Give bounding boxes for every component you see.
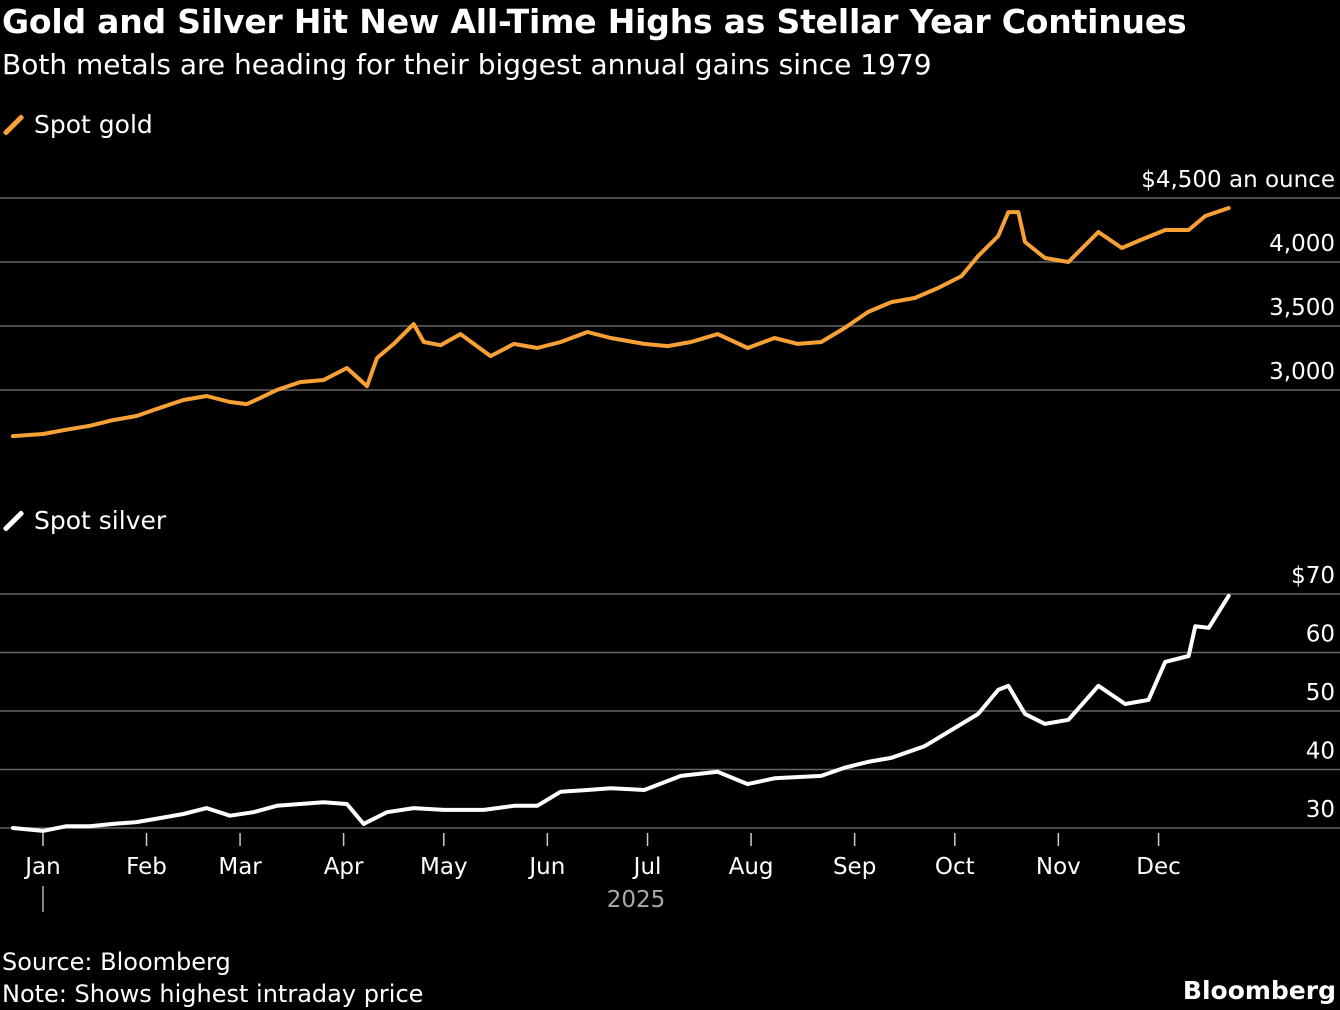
bloomberg-logo: Bloomberg: [1182, 976, 1336, 1005]
legend-gold: Spot gold: [2, 110, 153, 139]
y-tick-label: $4,500 an ounce: [1141, 167, 1335, 193]
y-tick-label: 30: [1306, 797, 1335, 823]
y-tick-label: $70: [1291, 563, 1335, 589]
y-tick-label: 3,000: [1269, 359, 1335, 385]
footnote: Note: Shows highest intraday price: [2, 980, 424, 1008]
x-tick-label: Dec: [1136, 854, 1181, 880]
legend-silver: Spot silver: [2, 506, 166, 535]
chart-title: Gold and Silver Hit New All-Time Highs a…: [2, 2, 1187, 41]
x-tick-label: Sep: [833, 854, 876, 880]
y-tick-label: 3,500: [1269, 295, 1335, 321]
y-tick-label: 60: [1306, 622, 1335, 648]
legend-silver-label: Spot silver: [34, 506, 167, 535]
x-tick-label: Jan: [23, 854, 60, 880]
y-tick-label: 40: [1306, 739, 1335, 765]
silver-line: [10, 593, 1231, 833]
x-tick-label: Apr: [324, 854, 364, 880]
gold-line: [10, 206, 1231, 439]
x-tick-label: Feb: [126, 854, 167, 880]
x-tick-label: Oct: [935, 854, 975, 880]
y-tick-label: 4,000: [1269, 231, 1335, 257]
y-tick-label: 50: [1306, 680, 1335, 706]
x-tick-label: Aug: [729, 854, 774, 880]
x-tick-label: May: [420, 854, 468, 880]
legend-gold-label: Spot gold: [34, 110, 153, 139]
x-tick-label: Mar: [218, 854, 262, 880]
chart-subtitle: Both metals are heading for their bigges…: [2, 48, 932, 81]
x-tick-label: Jul: [632, 854, 662, 880]
x-tick-label: Jun: [527, 854, 565, 880]
x-year-label: 2025: [607, 887, 666, 913]
x-tick-label: Nov: [1036, 854, 1081, 880]
source-note: Source: Bloomberg: [2, 948, 231, 976]
